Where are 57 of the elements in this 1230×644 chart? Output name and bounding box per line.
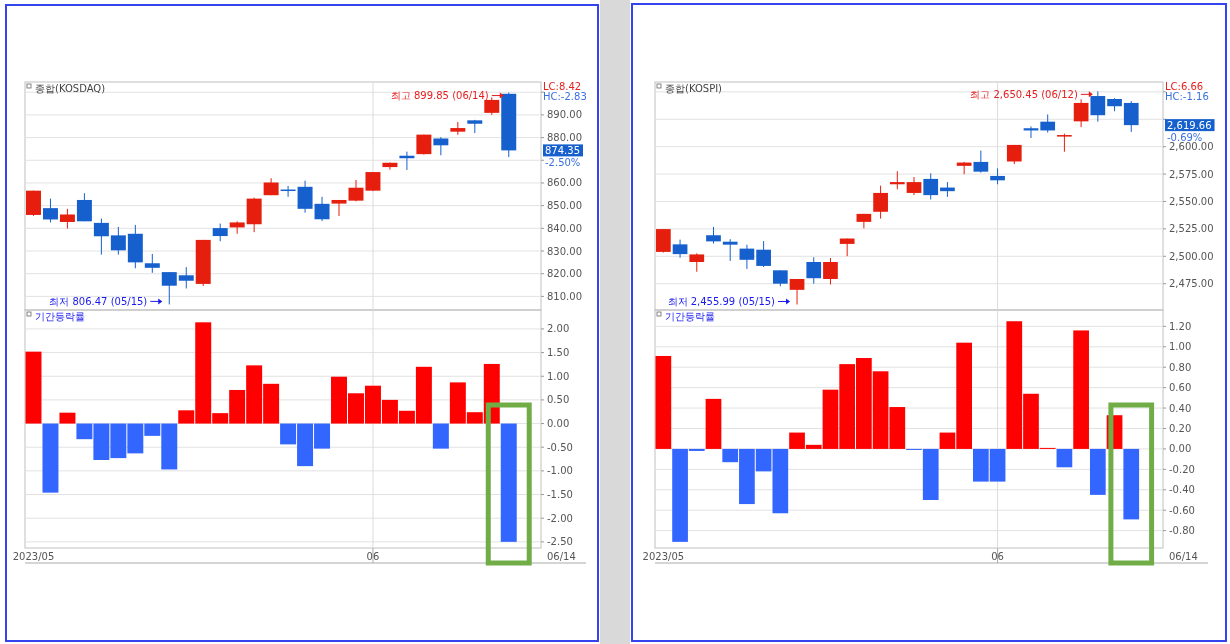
text: 874.35	[545, 144, 580, 156]
text: -2.50%	[545, 157, 581, 169]
y-tick-label: 2,600.00	[1169, 141, 1214, 153]
y-tick-label: 840.00	[547, 222, 582, 234]
y-tick-label: 880.00	[547, 132, 582, 144]
y-tick-label: 2,575.00	[1169, 168, 1214, 180]
text: 06/14	[1169, 551, 1198, 562]
y-tick-label: -2.50	[547, 536, 573, 548]
y-tick-label: 0.00	[1169, 443, 1192, 455]
y-tick-label: 810.00	[547, 290, 582, 302]
y-tick-label: 0.50	[547, 394, 570, 406]
y-tick-label: 860.00	[547, 177, 582, 189]
y-tick-label: 0.80	[1169, 361, 1192, 373]
y-tick-label: -2.00	[547, 512, 573, 524]
x-tick-label: 06	[366, 551, 380, 562]
y-tick-label: 2,550.00	[1169, 195, 1214, 207]
y-tick-label: 2,500.00	[1169, 250, 1214, 262]
text: LC:8.42	[543, 81, 582, 92]
y-tick-label: 2.00	[547, 323, 570, 335]
y-tick-label: -0.50	[547, 441, 573, 453]
y-tick-label: -1.00	[547, 465, 573, 477]
y-tick-label: 820.00	[547, 268, 582, 280]
text: LC:6.66	[1165, 81, 1204, 92]
annotation: 최저 806.47 (05/15)	[49, 295, 148, 307]
annotation: 최저 2,455.99 (05/15)	[667, 296, 776, 308]
chart-title: 종합(KOSPI)	[665, 82, 723, 94]
text: HC:-2.83	[543, 91, 587, 102]
annotation: 최고 2,650.45 (06/12)	[970, 88, 1078, 100]
text: -0.69%	[1167, 132, 1203, 144]
y-tick-label: -0.80	[1169, 525, 1195, 537]
y-tick-label: 0.00	[547, 418, 570, 430]
y-tick-label: 890.00	[547, 109, 582, 121]
y-tick-label: 2,475.00	[1169, 278, 1214, 290]
y-tick-label: -1.50	[547, 489, 573, 501]
x-tick-label: 2023/05	[12, 551, 55, 562]
annotation: 최고 899.85 (06/14)	[390, 90, 489, 102]
y-tick-label: 1.00	[1169, 341, 1192, 353]
y-tick-label: 0.20	[1169, 422, 1192, 434]
x-tick-label: 06	[991, 551, 1004, 562]
y-tick-label: -0.40	[1169, 484, 1195, 496]
y-tick-label: 0.60	[1169, 382, 1192, 394]
chart-title: 기간등락률	[35, 310, 85, 322]
y-tick-label: -0.60	[1169, 504, 1195, 516]
chart-title: 기간등락률	[665, 310, 715, 322]
chart-title: 종합(KOSDAQ)	[35, 82, 106, 94]
text: HC:-1.16	[1165, 91, 1209, 102]
text: 06/14	[547, 551, 576, 562]
y-tick-label: -0.20	[1169, 463, 1195, 475]
y-tick-label: 850.00	[547, 200, 582, 212]
y-tick-label: 1.20	[1169, 320, 1192, 332]
y-tick-label: 2,525.00	[1169, 223, 1214, 235]
y-tick-label: 830.00	[547, 245, 582, 257]
x-tick-label: 2023/05	[642, 551, 685, 562]
y-tick-label: 1.00	[547, 370, 570, 382]
text: 2,619.66	[1167, 119, 1212, 131]
y-tick-label: 1.50	[547, 347, 570, 359]
y-tick-label: 0.40	[1169, 402, 1192, 414]
